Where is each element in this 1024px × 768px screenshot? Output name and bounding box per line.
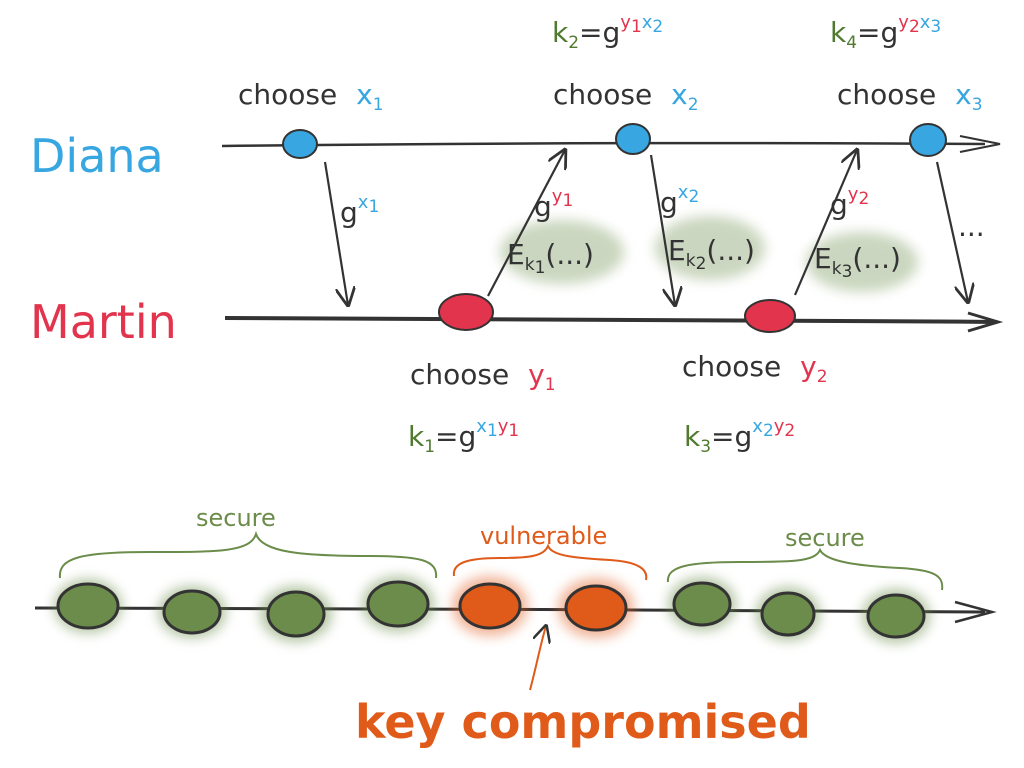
msg-label-4: gy2: [830, 184, 869, 221]
martin-lifeline: [224, 315, 996, 324]
secure-left-brace: [58, 530, 438, 579]
enc-blob-1: [500, 220, 624, 284]
enc-label-2: Ek2(...): [668, 234, 755, 274]
session-node-vulnerable: [458, 582, 522, 630]
session-node: [760, 591, 816, 637]
martin-choose-2: choose y2: [682, 350, 828, 387]
martin-choose-1: choose y1: [410, 358, 556, 395]
key-k3: k3=gx2y2: [684, 416, 795, 457]
msg-arrow-1: [323, 161, 348, 305]
diana-choose-3: choose x3: [837, 78, 983, 115]
martin-node-1: [438, 293, 494, 331]
diana-choose-2: choose x2: [553, 78, 699, 115]
vulnerable-brace: [452, 543, 648, 581]
msg-label-1: gx1: [340, 192, 379, 229]
session-node: [866, 593, 926, 639]
compromised-arrow: [529, 626, 546, 691]
diana-lifeline: [221, 141, 986, 148]
timeline-arrow: [954, 600, 997, 624]
vulnerable-label: vulnerable: [480, 522, 607, 550]
ellipsis: ...: [958, 210, 985, 243]
diana-node-2: [615, 123, 651, 155]
diana-choose-1: choose x1: [238, 78, 384, 115]
session-node: [162, 589, 222, 635]
enc-blob-3: [806, 232, 918, 292]
key-k4: k4=gy2x3: [830, 12, 941, 53]
session-node-vulnerable: [564, 584, 628, 632]
key-k2: k2=gy1x2: [552, 12, 663, 53]
diana-lifeline-arrow: [959, 135, 1001, 153]
msg-label-2: gy1: [534, 186, 573, 223]
msg-arrow-5: [935, 161, 968, 302]
msg-label-3: gx2: [660, 182, 699, 219]
diana-label: Diana: [30, 129, 164, 183]
msg-arrow-4: [793, 150, 857, 296]
martin-lifeline-end: [967, 311, 1004, 333]
martin-label: Martin: [30, 295, 177, 349]
enc-blob-2: [655, 216, 765, 280]
enc-label-1: Ek1(...): [507, 238, 594, 278]
key-k1: k1=gx1y1: [408, 416, 519, 457]
secure-right-brace: [666, 547, 944, 591]
session-node: [266, 590, 326, 638]
session-node: [56, 582, 120, 630]
msg-arrow-3: [649, 154, 675, 305]
session-node: [366, 580, 430, 628]
martin-node-2: [744, 299, 796, 333]
secure-left-label: secure: [196, 504, 276, 532]
secure-right-label: secure: [785, 524, 865, 552]
diana-node-3: [909, 123, 947, 157]
enc-label-3: Ek3(...): [814, 242, 901, 282]
session-node: [672, 581, 732, 627]
key-compromised-label: key compromised: [355, 695, 811, 749]
msg-arrow-2: [487, 150, 565, 297]
diana-node-1: [282, 129, 318, 159]
